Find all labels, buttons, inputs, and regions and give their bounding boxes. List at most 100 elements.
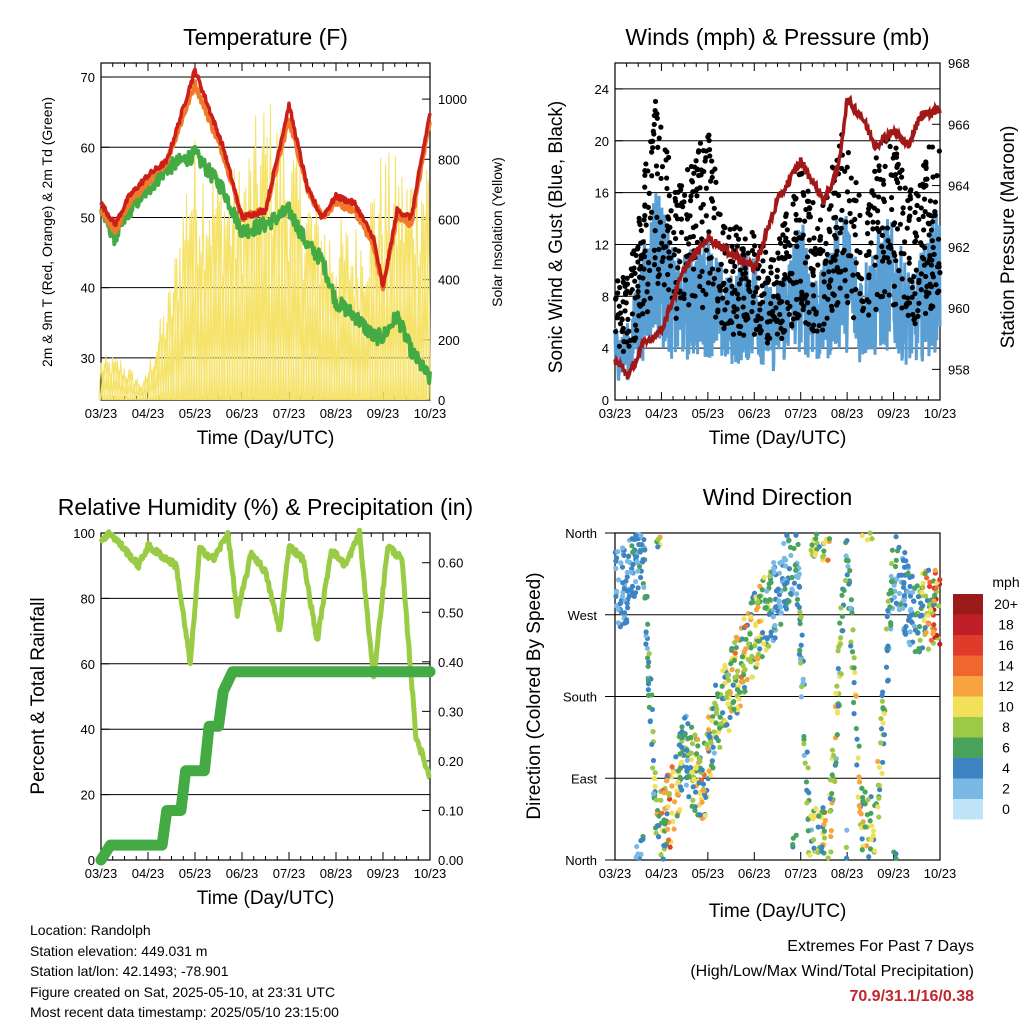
gust-point [735,296,742,302]
gust-point [896,268,902,274]
gust-point [831,190,837,196]
direction-point [847,568,853,574]
direction-point [852,669,858,676]
solar-spike [200,183,206,401]
gust-point [805,188,811,194]
solar-spike [141,380,147,401]
x-tick-label: 09/23 [877,866,910,881]
gust-point [688,193,694,199]
solar-spike [290,159,296,401]
gust-point [615,311,621,318]
gust-point [838,217,844,223]
gust-point [857,212,863,218]
solar-spike [263,153,268,401]
gust-point [857,290,863,297]
gust-point [636,274,643,280]
gust-point [727,226,733,232]
x-tick-label: 05/23 [692,866,725,881]
y2-tick-label: 1000 [438,92,467,107]
direction-point [633,532,639,538]
direction-point [655,834,662,840]
extremes-subtitle: (High/Low/Max Wind/Total Precipitation) [690,963,974,980]
gust-point [753,317,759,323]
direction-point [629,536,635,542]
direction-point [860,798,866,804]
direction-point [786,537,792,543]
gust-point [886,292,892,298]
legend-label: 12 [998,678,1014,694]
gust-point [720,295,726,301]
gust-point [765,275,771,281]
gust-point [808,248,814,254]
gust-point [887,143,893,150]
gust-point [730,331,737,337]
gust-point [689,179,696,185]
solar-spike [332,284,338,401]
plot-frame [614,532,941,861]
solar-spike [182,239,188,401]
gust-point [706,229,712,235]
direction-point [896,590,902,597]
solar-spike [134,378,140,401]
direction-point [695,743,701,749]
gust-point [825,296,831,302]
solar-spike [284,200,290,401]
gust-point [924,283,930,290]
gust-point [708,178,714,184]
gust-point [899,276,905,282]
direction-point [856,803,862,809]
solar-spike [320,278,326,401]
gust-point [884,225,891,231]
solar-spike [384,230,390,401]
direction-point [666,796,673,802]
gust-point [694,193,700,199]
gust-point [779,335,785,341]
gust-point [766,310,772,316]
direction-point [730,700,736,706]
direction-point [685,735,691,741]
direction-point [709,718,715,724]
gust-point [682,192,688,198]
extremes-box: Extremes For Past 7 Days (High/Low/Max W… [690,934,974,1009]
direction-point [862,824,868,830]
gust-point [918,271,924,277]
gust-point [894,226,901,232]
gust-point [881,198,887,205]
direction-point [685,773,691,780]
gust-point [635,259,641,265]
gust-point [764,340,771,346]
gust-point [682,277,689,283]
gust-point [912,230,918,236]
gust-point [839,207,845,214]
gust-point [900,210,906,216]
direction-point [923,593,929,599]
direction-point [706,768,712,774]
direction-point [645,681,652,687]
gust-point [880,249,887,255]
x-tick-label: 10/23 [924,406,957,421]
direction-point [615,577,622,583]
gust-point [906,214,912,221]
gust-point [734,313,740,320]
y-tick-label: 24 [595,82,609,97]
x-tick-label: 08/23 [320,866,353,881]
direction-point [912,648,918,655]
gust-point [763,249,769,255]
solar-spike [348,265,354,401]
direction-point [848,639,854,645]
direction-point [749,674,755,680]
direction-point [779,559,785,565]
gust-point [642,202,648,208]
gust-point [909,278,915,285]
solar-spike [103,354,109,401]
direction-point [867,818,873,824]
y2-tick-label: 0.30 [438,704,463,719]
direction-point [688,756,694,763]
direction-point [805,765,811,771]
direction-point [801,733,807,740]
direction-point [642,547,648,553]
direction-point [620,580,626,586]
gust-point [760,268,766,274]
solar-spike [105,362,111,401]
y-tick-label: West [568,608,598,623]
